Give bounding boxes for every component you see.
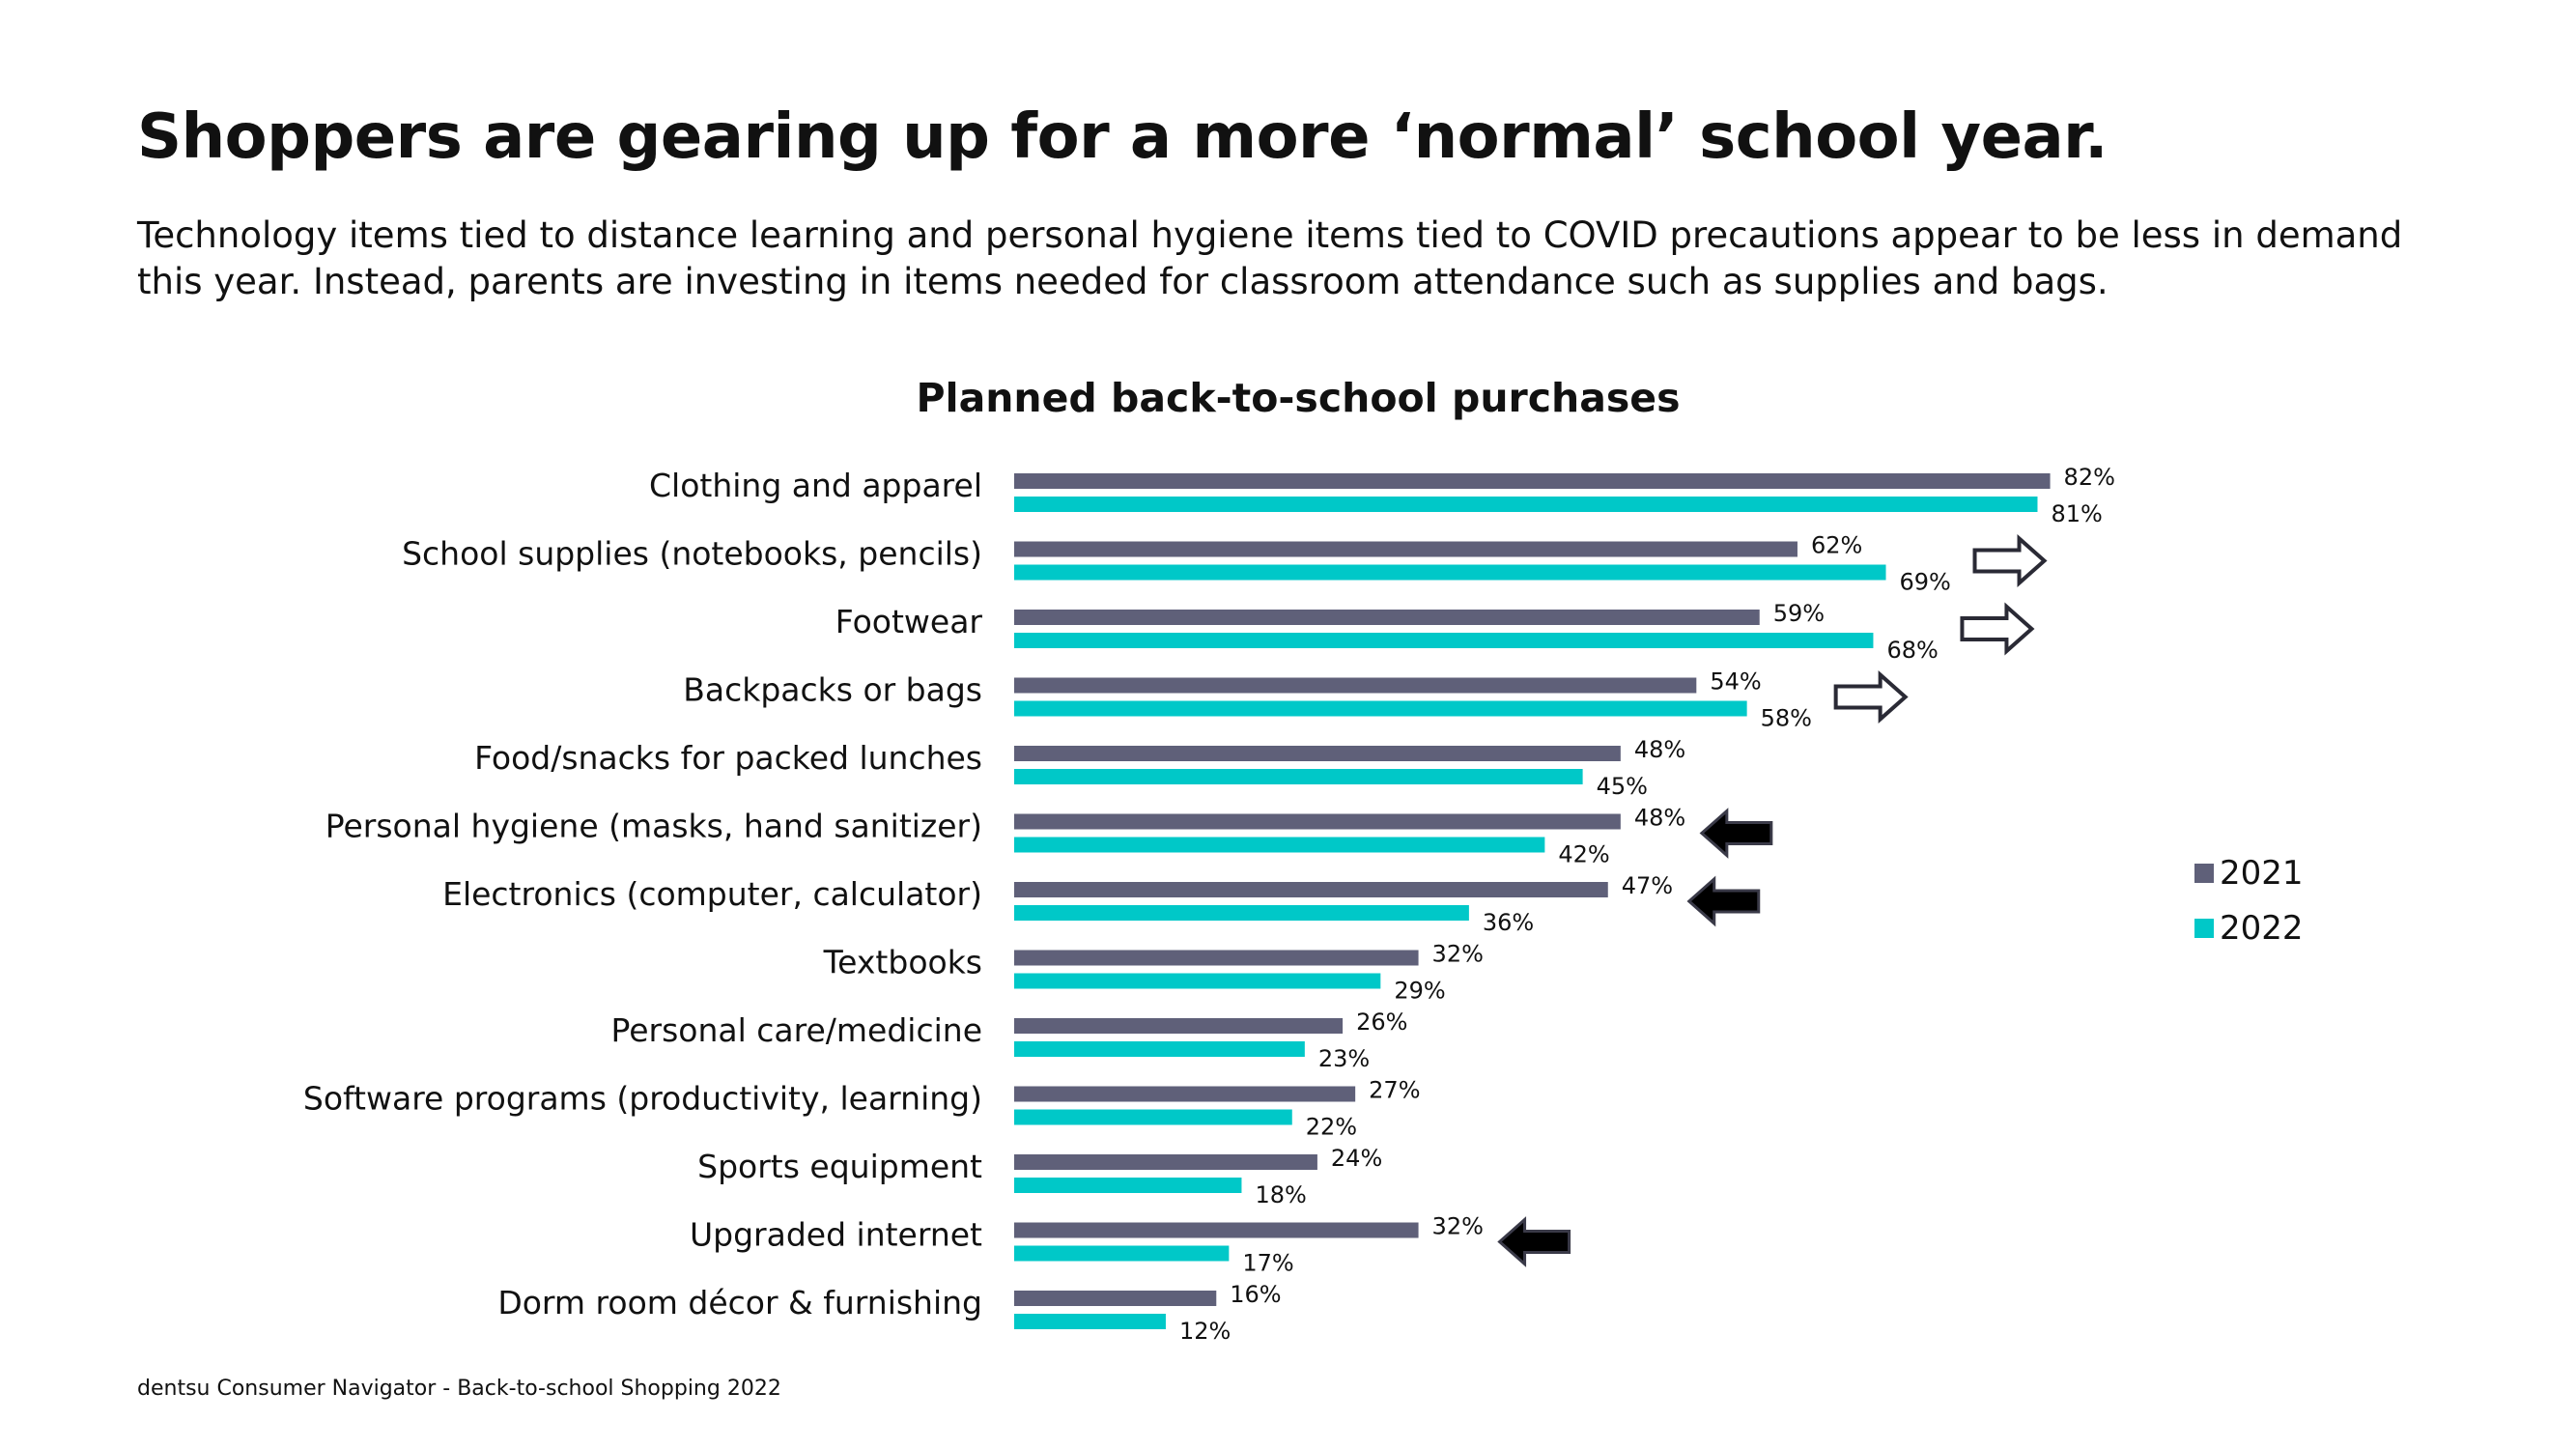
legend-label-2022: 2022 [2220, 909, 2304, 948]
data-label: 16% [1230, 1281, 1281, 1308]
bar-2022 [1014, 973, 1381, 989]
data-label: 27% [1369, 1077, 1420, 1104]
category-label: Footwear [835, 603, 983, 640]
bar-2022 [1014, 769, 1583, 784]
bar-2021 [1014, 813, 1621, 830]
bar-2022 [1014, 1041, 1305, 1057]
page-title: Shoppers are gearing up for a more ‘norm… [137, 101, 2108, 173]
legend-swatch-2022 [2194, 919, 2214, 938]
bar-2022 [1014, 497, 2038, 512]
bar-2021 [1014, 677, 1697, 694]
category-label: Personal care/medicine [611, 1011, 983, 1049]
data-label: 62% [1811, 532, 1862, 559]
increase-arrow-icon [1972, 534, 2048, 587]
bar-2021 [1014, 746, 1621, 761]
bar-2021 [1014, 882, 1608, 897]
data-label: 17% [1242, 1250, 1293, 1277]
data-label: 24% [1331, 1145, 1382, 1172]
data-label: 32% [1432, 941, 1484, 968]
data-label: 12% [1179, 1318, 1231, 1345]
category-label: Electronics (computer, calculator) [442, 875, 982, 913]
bar-2022 [1014, 905, 1469, 921]
legend-swatch-2021 [2194, 864, 2214, 883]
bar-2022 [1014, 633, 1874, 648]
decrease-arrow-icon [1497, 1216, 1571, 1267]
category-label: School supplies (notebooks, pencils) [402, 535, 982, 573]
bar-2021 [1014, 473, 2051, 489]
category-label: Personal hygiene (masks, hand sanitizer) [326, 808, 982, 845]
data-label: 48% [1634, 805, 1685, 832]
page-subtitle: Technology items tied to distance learni… [137, 214, 2403, 302]
category-label: Upgraded internet [690, 1216, 982, 1254]
bar-2022 [1014, 1314, 1166, 1329]
legend-label-2021: 2021 [2220, 854, 2304, 893]
bar-2022 [1014, 564, 1886, 581]
bar-2021 [1014, 1291, 1217, 1306]
decrease-arrow-icon [1686, 875, 1761, 927]
footnote: dentsu Consumer Navigator - Back-to-scho… [137, 1377, 781, 1401]
data-label: 36% [1483, 909, 1534, 936]
bar-2021 [1014, 1018, 1344, 1034]
category-label: Sports equipment [697, 1148, 982, 1185]
data-label: 26% [1356, 1009, 1407, 1036]
bar-2021 [1014, 1086, 1356, 1102]
increase-arrow-icon [1960, 602, 2035, 656]
data-label: 22% [1306, 1114, 1357, 1141]
bar-2022 [1014, 837, 1545, 853]
data-label: 47% [1622, 872, 1673, 899]
bar-2022 [1014, 1109, 1292, 1125]
data-label: 42% [1558, 841, 1609, 868]
data-label: 68% [1886, 637, 1938, 664]
data-label: 18% [1255, 1181, 1306, 1208]
bar-2022 [1014, 1245, 1230, 1262]
data-label: 54% [1710, 668, 1761, 696]
category-label: Textbooks [823, 944, 982, 981]
bar-2021 [1014, 1154, 1317, 1170]
chart-title: Planned back-to-school purchases [916, 375, 1680, 421]
category-label: Software programs (productivity, learnin… [303, 1080, 982, 1118]
bar-2022 [1014, 1178, 1242, 1193]
bar-2021 [1014, 541, 1798, 557]
data-label: 23% [1318, 1045, 1370, 1072]
data-label: 82% [2064, 464, 2115, 491]
data-label: 48% [1634, 736, 1685, 763]
bar-2021 [1014, 1222, 1419, 1238]
category-label: Backpacks or bags [683, 671, 982, 709]
category-label: Food/snacks for packed lunches [474, 739, 982, 777]
bar-2021 [1014, 950, 1419, 966]
data-label: 29% [1394, 978, 1445, 1005]
category-label: Clothing and apparel [649, 467, 982, 504]
increase-arrow-icon [1833, 670, 1909, 724]
data-label: 69% [1900, 569, 1951, 596]
data-label: 32% [1432, 1213, 1484, 1240]
data-label: 81% [2051, 500, 2102, 527]
decrease-arrow-icon [1699, 808, 1773, 859]
bar-2022 [1014, 700, 1747, 717]
category-label: Dorm room décor & furnishing [497, 1284, 982, 1321]
data-label: 58% [1761, 705, 1812, 732]
bar-2021 [1014, 610, 1760, 625]
data-label: 59% [1773, 600, 1825, 627]
data-label: 45% [1597, 773, 1648, 800]
